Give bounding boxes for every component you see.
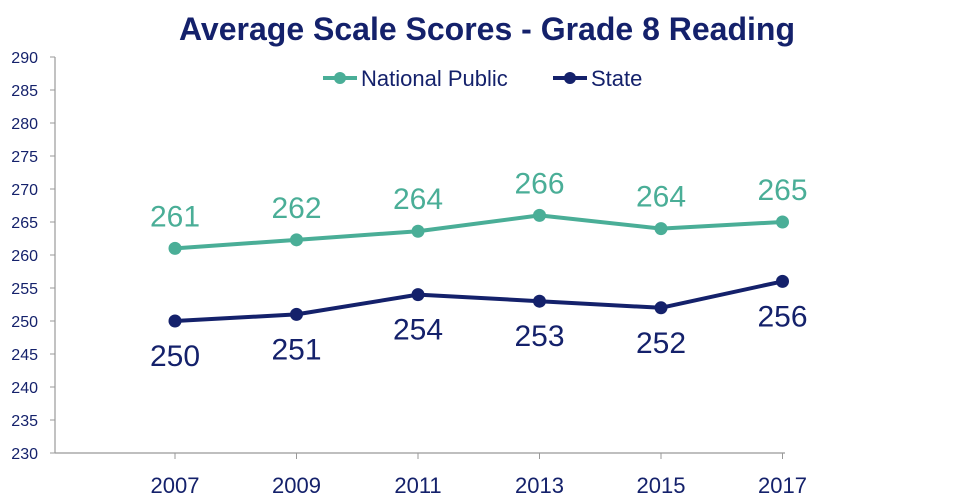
- y-tick-label: 245: [11, 347, 38, 364]
- data-point: [168, 314, 182, 328]
- axes: 230 235 240 245 250 255 260 265 270 275 280 285 290 2…: [11, 50, 807, 498]
- data-point: [654, 301, 668, 315]
- y-tick-label: 280: [11, 116, 38, 133]
- series-line: [174, 279, 783, 323]
- legend-label: State: [591, 66, 642, 91]
- data-point: [290, 307, 303, 321]
- y-tick-label: 290: [11, 50, 38, 67]
- data-label: 264: [393, 183, 443, 216]
- data-label: 261: [150, 200, 200, 233]
- data-point: [533, 208, 546, 222]
- data-label: 264: [636, 181, 686, 214]
- legend-swatch-marker: [334, 72, 346, 84]
- data-label: 266: [514, 167, 564, 200]
- y-tick-label: 265: [11, 215, 38, 232]
- y-tick-label: 285: [11, 83, 38, 100]
- y-tick-label: 230: [11, 446, 38, 463]
- data-label: 256: [757, 300, 807, 333]
- y-tick-label: 270: [11, 182, 38, 199]
- x-tick-label: 2015: [637, 473, 686, 498]
- x-tick-label: 2017: [758, 473, 807, 498]
- data-label: 254: [393, 314, 443, 347]
- data-label: 252: [636, 327, 686, 360]
- data-point: [290, 233, 303, 247]
- chart-title: Average Scale Scores - Grade 8 Reading: [179, 11, 795, 47]
- data-label: 253: [514, 320, 564, 353]
- legend-item-national-public: National Public: [323, 66, 508, 91]
- y-tick-label: 275: [11, 149, 38, 166]
- y-tick-label: 260: [11, 248, 38, 265]
- x-tick-label: 2011: [394, 473, 441, 498]
- data-label: 251: [271, 333, 321, 366]
- data-label: 250: [150, 340, 200, 373]
- data-point: [168, 241, 182, 255]
- data-label: 265: [757, 174, 807, 207]
- x-tick-label: 2007: [151, 473, 200, 498]
- data-point: [411, 224, 425, 238]
- series-line: [174, 213, 783, 251]
- data-point: [411, 288, 425, 302]
- data-point: [654, 222, 668, 236]
- data-label: 262: [271, 192, 321, 225]
- legend-swatch-marker: [564, 72, 576, 84]
- y-tick-label: 250: [11, 314, 38, 331]
- series-layer: 261 262 264 266 264 265 250 251 254 253 252 256: [150, 167, 808, 373]
- y-tick-label: 235: [11, 413, 38, 430]
- data-point: [776, 215, 789, 229]
- x-tick-label: 2013: [515, 473, 564, 498]
- data-point: [533, 294, 546, 308]
- y-tick-label: 255: [11, 281, 38, 298]
- series-national-public: 261 262 264 266 264 265: [150, 167, 808, 255]
- legend: National Public State: [323, 66, 642, 91]
- y-tick-label: 240: [11, 380, 38, 397]
- legend-item-state: State: [553, 66, 642, 91]
- data-point: [776, 274, 789, 288]
- series-state: 250 251 254 253 252 256: [150, 274, 808, 373]
- legend-label: National Public: [361, 66, 508, 91]
- x-tick-label: 2009: [272, 473, 321, 498]
